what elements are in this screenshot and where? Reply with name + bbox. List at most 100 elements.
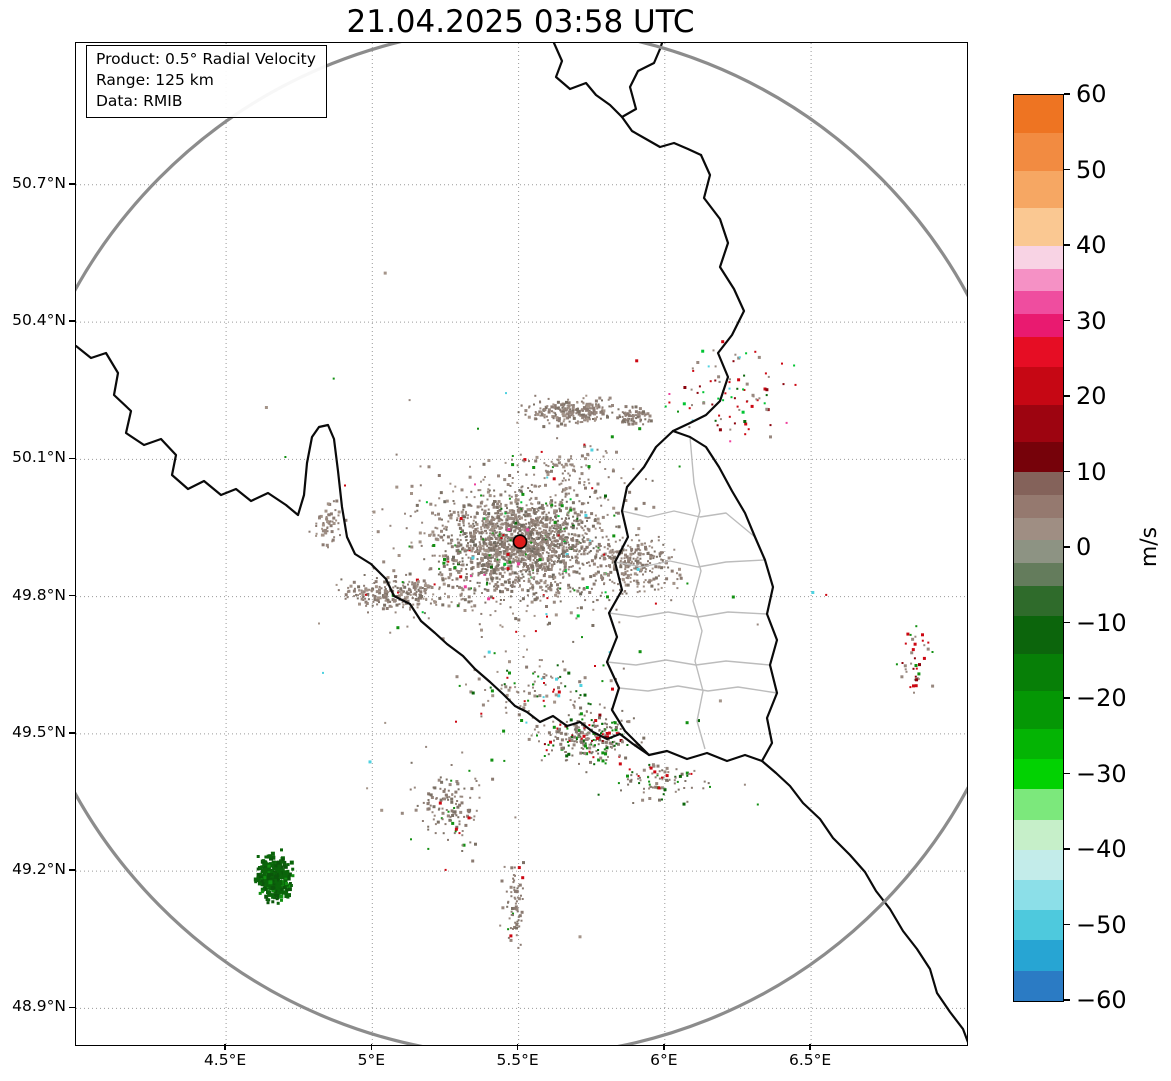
- map-plot: Product: 0.5° Radial Velocity Range: 125…: [75, 42, 968, 1046]
- colorbar-tick-label: 30: [1076, 306, 1107, 335]
- y-tick-label: 49.8°N: [12, 585, 66, 604]
- colorbar-segment: [1014, 880, 1063, 911]
- country-border: [671, 153, 746, 433]
- x-tick-label: 4.5°E: [203, 1051, 247, 1069]
- colorbar-tick-mark: [1064, 93, 1070, 95]
- colorbar-tick-mark: [1064, 621, 1070, 624]
- colorbar-tick-label: 0: [1076, 533, 1092, 561]
- country-border: [760, 759, 967, 1043]
- y-tick-label: 49.2°N: [12, 860, 66, 879]
- colorbar-segment: [1014, 336, 1063, 367]
- echo-cluster-north-patch: [517, 394, 634, 429]
- echo-cluster-far-east-specks: [895, 625, 935, 694]
- colorbar-tick-label: 40: [1076, 231, 1107, 259]
- x-tick-mark: [809, 1044, 811, 1050]
- country-border: [620, 115, 703, 157]
- info-product-line: Product: 0.5° Radial Velocity: [96, 50, 316, 68]
- colorbar-segment: [1014, 268, 1063, 292]
- echo-cluster-west-arm: [335, 572, 464, 614]
- colorbar-tick-label: −60: [1076, 986, 1127, 1014]
- colorbar-segment: [1014, 170, 1063, 209]
- y-tick-mark: [69, 457, 75, 460]
- colorbar-segment: [1014, 95, 1063, 133]
- colorbar-tick-mark: [1064, 470, 1070, 473]
- colorbar-segment: [1014, 970, 1063, 1001]
- y-tick-label: 50.1°N: [12, 448, 66, 467]
- y-tick-mark: [69, 320, 75, 322]
- colorbar-unit-label: m/s: [1136, 526, 1162, 568]
- colorbar-tick-mark: [1064, 697, 1070, 699]
- echo-cluster-green-blob: [253, 848, 295, 905]
- y-tick-label: 50.7°N: [12, 173, 66, 192]
- y-tick-label: 50.4°N: [12, 311, 66, 330]
- colorbar-tick-label: 10: [1076, 457, 1107, 486]
- y-tick-mark: [69, 732, 75, 734]
- echo-cluster-north-patch-east: [616, 405, 653, 426]
- colorbar-tick-mark: [1064, 395, 1070, 397]
- colorbar-segment: [1014, 291, 1063, 314]
- y-tick-label: 48.9°N: [12, 997, 66, 1016]
- region-border: [621, 510, 756, 538]
- colorbar-segment: [1014, 849, 1063, 881]
- echo-cluster-south-sparse: [455, 648, 625, 737]
- colorbar-segment: [1014, 540, 1063, 563]
- x-tick-label: 6°E: [650, 1051, 678, 1069]
- region-border: [608, 611, 768, 618]
- colorbar-tick-label: −20: [1076, 684, 1127, 712]
- echo-cluster-ne-specks: [664, 340, 797, 443]
- colorbar-segment: [1014, 442, 1063, 473]
- colorbar-segment: [1014, 615, 1063, 654]
- radar-map-canvas: [76, 43, 967, 1045]
- colorbar-segment: [1014, 208, 1063, 246]
- echo-cluster-givet-specks: [308, 499, 348, 549]
- region-border: [614, 559, 766, 568]
- region-border: [618, 685, 778, 694]
- colorbar-segment: [1014, 366, 1063, 405]
- colorbar-segment: [1014, 404, 1063, 443]
- colorbar-segment: [1014, 759, 1063, 790]
- colorbar: [1013, 94, 1064, 1002]
- colorbar-segment: [1014, 313, 1063, 337]
- colorbar-tick-label: 50: [1076, 155, 1107, 184]
- echo-cluster-south-trail: [499, 861, 525, 949]
- echo-cluster-mid-scatter: [497, 443, 647, 494]
- colorbar-segment: [1014, 729, 1063, 760]
- region-border: [606, 659, 771, 666]
- colorbar-tick-mark: [1064, 848, 1070, 850]
- colorbar-tick-label: −30: [1076, 759, 1127, 788]
- x-tick-mark: [516, 1044, 519, 1050]
- echo-cluster-misc-sparse: [264, 271, 828, 939]
- colorbar-segment: [1014, 495, 1063, 518]
- colorbar-tick-label: −50: [1076, 910, 1127, 939]
- colorbar-segment: [1014, 940, 1063, 971]
- colorbar-segment: [1014, 472, 1063, 496]
- colorbar-segment: [1014, 789, 1063, 820]
- colorbar-tick-mark: [1064, 999, 1070, 1001]
- product-info-box: Product: 0.5° Radial Velocity Range: 125…: [86, 45, 327, 118]
- echo-cluster-sw-trail: [409, 751, 495, 871]
- colorbar-tick-mark: [1064, 168, 1070, 171]
- colorbar-tick-label: −40: [1076, 835, 1127, 863]
- x-tick-mark: [370, 1044, 373, 1050]
- colorbar-segment: [1014, 563, 1063, 586]
- colorbar-segment: [1014, 517, 1063, 541]
- region-border: [689, 436, 706, 750]
- colorbar-segment: [1014, 246, 1063, 269]
- y-tick-mark: [69, 1006, 75, 1009]
- echo-cluster-core-dense: [416, 479, 627, 605]
- colorbar-tick-label: 20: [1076, 382, 1107, 410]
- x-tick-label: 5°E: [357, 1051, 386, 1069]
- colorbar-segment: [1014, 653, 1063, 692]
- radar-site-marker: [512, 534, 528, 550]
- colorbar-segment: [1014, 910, 1063, 941]
- colorbar-segment: [1014, 691, 1063, 730]
- colorbar-tick-mark: [1064, 244, 1070, 246]
- y-tick-mark: [69, 183, 75, 185]
- y-tick-mark: [69, 869, 75, 871]
- colorbar-segment: [1014, 132, 1063, 171]
- colorbar-tick-label: 60: [1076, 80, 1107, 108]
- colorbar-tick-label: −10: [1076, 608, 1127, 637]
- country-border: [76, 344, 651, 757]
- x-tick-label: 6.5°E: [788, 1051, 832, 1069]
